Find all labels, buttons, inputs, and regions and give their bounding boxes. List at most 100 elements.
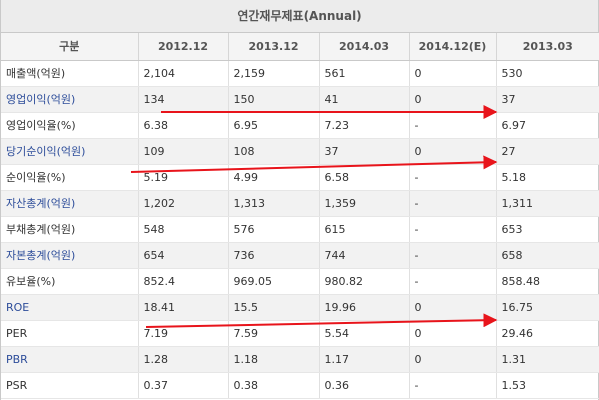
- table-cell: 548: [138, 216, 229, 243]
- table-cell: 1.18: [228, 346, 320, 373]
- table-cell: 615: [319, 216, 410, 243]
- table-cell: 576: [228, 216, 320, 243]
- table-cell: 6.38: [138, 112, 229, 139]
- table-cell: -: [409, 190, 497, 217]
- table-cell: 0: [409, 86, 497, 113]
- table-cell: 7.59: [228, 320, 320, 347]
- table-cell: 0: [409, 346, 497, 373]
- table-cell: 852.4: [138, 268, 229, 295]
- table-cell: 1.28: [138, 346, 229, 373]
- table-cell: 1.17: [319, 346, 410, 373]
- table-cell: 16.75: [496, 294, 599, 321]
- table-cell: 980.82: [319, 268, 410, 295]
- table-cell: 0: [409, 138, 497, 165]
- table-cell: 1,313: [228, 190, 320, 217]
- table-cell: 7.19: [138, 320, 229, 347]
- table-cell: 1,202: [138, 190, 229, 217]
- table-cell: 0: [409, 320, 497, 347]
- table-cell: 561: [319, 60, 410, 87]
- header-2014-03: 2014.03: [319, 33, 410, 61]
- table-cell: 108: [228, 138, 320, 165]
- table-cell: -: [409, 164, 497, 191]
- table-cell: 0.38: [228, 372, 320, 399]
- table-cell: 19.96: [319, 294, 410, 321]
- table-cell: -: [409, 268, 497, 295]
- table-cell: 37: [319, 138, 410, 165]
- header-2014-12-e: 2014.12(E): [409, 33, 497, 61]
- table-row: PBR 1.28 1.18 1.17 0 1.31: [1, 346, 599, 373]
- table-cell: 2,104: [138, 60, 229, 87]
- table-cell: 1,311: [496, 190, 599, 217]
- table-cell: 2,159: [228, 60, 320, 87]
- table-cell: 4.99: [228, 164, 320, 191]
- table-cell: 29.46: [496, 320, 599, 347]
- table-cell: 5.19: [138, 164, 229, 191]
- table-cell: 109: [138, 138, 229, 165]
- table-cell: 969.05: [228, 268, 320, 295]
- table-cell: 15.5: [228, 294, 320, 321]
- table-row: ROE 18.41 15.5 19.96 0 16.75: [1, 294, 599, 321]
- row-label[interactable]: 자본총계(억원): [1, 242, 139, 269]
- financial-table: 구분 2012.12 2013.12 2014.03 2014.12(E) 20…: [1, 33, 599, 399]
- table-cell: 658: [496, 242, 599, 269]
- table-row: 영업이익율(%) 6.38 6.95 7.23-6.97: [1, 112, 599, 139]
- table-cell: 858.48: [496, 268, 599, 295]
- table-row: 순이익율(%) 5.19 4.99 6.58-5.18: [1, 164, 599, 191]
- row-label: 영업이익율(%): [1, 112, 139, 139]
- row-label: 순이익율(%): [1, 164, 139, 191]
- table-row: PER 7.19 7.59 5.54 0 29.46: [1, 320, 599, 347]
- table-cell: 41: [319, 86, 410, 113]
- table-cell: 736: [228, 242, 320, 269]
- table-cell: 1.31: [496, 346, 599, 373]
- table-cell: -: [409, 216, 497, 243]
- row-label: PSR: [1, 372, 139, 399]
- panel-title: 연간재무제표(Annual): [1, 0, 598, 33]
- table-cell: 0: [409, 60, 497, 87]
- table-cell: 0.37: [138, 372, 229, 399]
- header-2013-03: 2013.03: [496, 33, 599, 61]
- table-cell: 1.53: [496, 372, 599, 399]
- table-cell: 6.58: [319, 164, 410, 191]
- table-header-row: 구분 2012.12 2013.12 2014.03 2014.12(E) 20…: [1, 33, 599, 61]
- table-cell: 744: [319, 242, 410, 269]
- table-cell: 27: [496, 138, 599, 165]
- table-cell: 5.54: [319, 320, 410, 347]
- header-category: 구분: [1, 33, 139, 61]
- table-cell: 6.97: [496, 112, 599, 139]
- table-cell: 150: [228, 86, 320, 113]
- row-label: PER: [1, 320, 139, 347]
- table-row: 당기순이익(억원) 109 108 37 0 27: [1, 138, 599, 165]
- row-label[interactable]: ROE: [1, 294, 139, 321]
- table-cell: 18.41: [138, 294, 229, 321]
- table-cell: 7.23: [319, 112, 410, 139]
- table-row: 유보율(%) 852.4 969.05 980.82-858.48: [1, 268, 599, 295]
- table-cell: 1,359: [319, 190, 410, 217]
- row-label[interactable]: 당기순이익(억원): [1, 138, 139, 165]
- header-2012-12: 2012.12: [138, 33, 229, 61]
- table-cell: -: [409, 372, 497, 399]
- row-label[interactable]: 자산총계(억원): [1, 190, 139, 217]
- header-2013-12: 2013.12: [228, 33, 320, 61]
- table-row: 자산총계(억원) 1,202 1,313 1,359-1,311: [1, 190, 599, 217]
- row-label: 부채총계(억원): [1, 216, 139, 243]
- row-label[interactable]: 영업이익(억원): [1, 86, 139, 113]
- table-cell: 5.18: [496, 164, 599, 191]
- table-cell: 0: [409, 294, 497, 321]
- table-cell: 6.95: [228, 112, 320, 139]
- row-label: 유보율(%): [1, 268, 139, 295]
- table-cell: 134: [138, 86, 229, 113]
- row-label: 매출액(억원): [1, 60, 139, 87]
- table-cell: 653: [496, 216, 599, 243]
- table-row: 영업이익(억원) 134 150 41 0 37: [1, 86, 599, 113]
- table-cell: 37: [496, 86, 599, 113]
- table-row: 부채총계(억원) 548 576 615-653: [1, 216, 599, 243]
- table-cell: 0.36: [319, 372, 410, 399]
- table-cell: -: [409, 242, 497, 269]
- table-row: 매출액(억원) 2,104 2,159 561 0 530: [1, 60, 599, 87]
- table-row: PSR 0.37 0.38 0.36-1.53: [1, 372, 599, 399]
- table-cell: -: [409, 112, 497, 139]
- row-label[interactable]: PBR: [1, 346, 139, 373]
- table-cell: 654: [138, 242, 229, 269]
- table-cell: 530: [496, 60, 599, 87]
